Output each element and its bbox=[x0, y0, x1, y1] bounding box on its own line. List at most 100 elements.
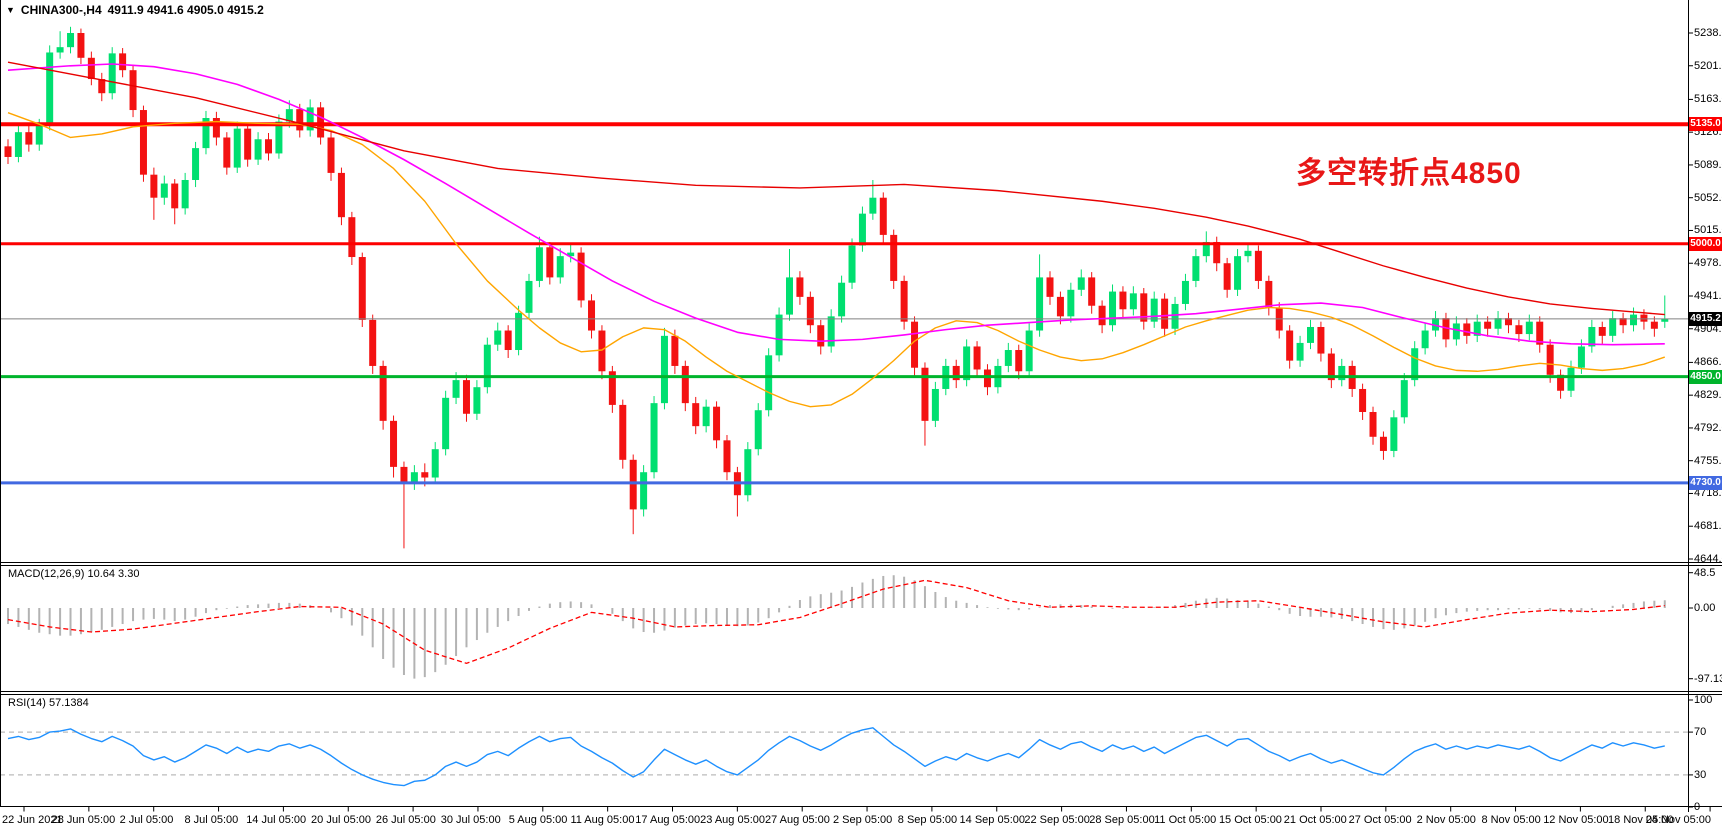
candle-body bbox=[577, 252, 585, 301]
candle-body bbox=[1213, 241, 1221, 264]
candle-body bbox=[931, 388, 939, 421]
candle-body bbox=[1640, 314, 1648, 322]
ma-line-magenta bbox=[7, 63, 1665, 346]
candle-body bbox=[1244, 250, 1252, 257]
time-label-8-Sep-05-00[interactable]: 8 Sep 05:00 bbox=[897, 814, 958, 826]
price-flag-5000.0[interactable]: 5000.0 bbox=[1689, 236, 1722, 251]
time-label-11-Oct-05-00[interactable]: 11 Oct 05:00 bbox=[1154, 814, 1217, 826]
candle-body bbox=[285, 109, 293, 122]
candle-body bbox=[963, 346, 971, 381]
candle-body bbox=[598, 330, 606, 372]
candle-body bbox=[410, 472, 418, 483]
candle-body bbox=[1473, 321, 1481, 336]
candle-body bbox=[129, 70, 137, 111]
candle-body bbox=[879, 197, 887, 235]
candle-body bbox=[1338, 365, 1346, 381]
macd-signal-line bbox=[7, 579, 1665, 665]
rsi-tick-label-70: 70 bbox=[1694, 726, 1707, 739]
candle-body bbox=[619, 404, 627, 460]
candle-body bbox=[1484, 321, 1492, 329]
time-label-15-Oct-05-00[interactable]: 15 Oct 05:00 bbox=[1218, 814, 1282, 826]
time-label-11-Aug-05-00[interactable]: 11 Aug 05:00 bbox=[570, 814, 635, 826]
candle-body bbox=[1630, 314, 1638, 326]
candle-body bbox=[1025, 330, 1033, 372]
time-label-18-Nov-05-00[interactable]: 18 Nov 05:00 bbox=[1608, 814, 1674, 826]
candle-body bbox=[1494, 318, 1502, 329]
time-label-12-Nov-05-00[interactable]: 12 Nov 05:00 bbox=[1543, 814, 1609, 826]
time-label-14-Jul-05-00[interactable]: 14 Jul 05:00 bbox=[246, 814, 307, 826]
time-label-22-Jun-2021[interactable]: 22 Jun 2021 bbox=[2, 814, 63, 826]
candle-body bbox=[650, 403, 658, 473]
candle-body bbox=[160, 183, 168, 198]
candle-body bbox=[546, 247, 554, 278]
candle-body bbox=[640, 472, 648, 510]
candle-body bbox=[1150, 298, 1158, 322]
time-label-17-Aug-05-00[interactable]: 17 Aug 05:00 bbox=[635, 814, 701, 826]
time-label-28-Sep-05-00[interactable]: 28 Sep 05:00 bbox=[1089, 814, 1155, 826]
price-tick-label-5015.0: 5015.0 bbox=[1694, 224, 1722, 237]
candle-body bbox=[754, 410, 762, 450]
candle-body bbox=[1400, 380, 1408, 418]
candle-body bbox=[483, 344, 491, 388]
time-label-27-Aug-05-00[interactable]: 27 Aug 05:00 bbox=[765, 814, 830, 826]
price-flag-4915.2[interactable]: 4915.2 bbox=[1689, 311, 1722, 326]
time-label-5-Aug-05-00[interactable]: 5 Aug 05:00 bbox=[508, 814, 568, 826]
candle-body bbox=[25, 132, 33, 145]
candle-body bbox=[1296, 342, 1304, 361]
candle-body bbox=[223, 137, 231, 168]
candle-body bbox=[681, 365, 689, 404]
price-flag-5135.0[interactable]: 5135.0 bbox=[1689, 117, 1722, 132]
candle-body bbox=[1056, 296, 1064, 317]
price-tick-label-5089.0: 5089.0 bbox=[1694, 158, 1722, 171]
time-label-20-Jul-05-00[interactable]: 20 Jul 05:00 bbox=[311, 814, 371, 826]
time-label-2-Jul-05-00[interactable]: 2 Jul 05:00 bbox=[119, 814, 174, 826]
candle-body bbox=[369, 319, 377, 366]
candle-body bbox=[702, 406, 710, 427]
candle-body bbox=[1265, 280, 1273, 308]
macd-panel-label: MACD(12,26,9) 10.64 3.30 bbox=[8, 568, 140, 580]
candle-body bbox=[400, 466, 408, 483]
candle-body bbox=[1004, 350, 1012, 366]
time-label-22-Sep-05-00[interactable]: 22 Sep 05:00 bbox=[1024, 814, 1090, 826]
time-label-23-Aug-05-00[interactable]: 23 Aug 05:00 bbox=[700, 814, 765, 826]
candle-body bbox=[1067, 289, 1075, 317]
time-label-30-Jul-05-00[interactable]: 30 Jul 05:00 bbox=[440, 814, 501, 826]
candle-body bbox=[515, 312, 523, 351]
time-label-8-Jul-05-00[interactable]: 8 Jul 05:00 bbox=[184, 814, 239, 826]
candle-body bbox=[1432, 318, 1440, 331]
candle-body bbox=[567, 252, 575, 257]
candle-body bbox=[1442, 318, 1450, 340]
candle-body bbox=[1181, 280, 1189, 304]
time-label-8-Nov-05-00[interactable]: 8 Nov 05:00 bbox=[1481, 814, 1541, 826]
candle-body bbox=[306, 107, 314, 131]
candle-body bbox=[442, 397, 450, 450]
candle-body bbox=[358, 257, 366, 320]
price-flag-4850.0[interactable]: 4850.0 bbox=[1689, 369, 1722, 384]
candle-body bbox=[98, 79, 106, 94]
candle-body bbox=[556, 256, 564, 278]
price-flag-4730.0[interactable]: 4730.0 bbox=[1689, 475, 1722, 490]
candle-body bbox=[588, 300, 596, 331]
candle-body bbox=[608, 371, 616, 405]
candle-body bbox=[660, 335, 668, 404]
time-label-27-Oct-05-00[interactable]: 27 Oct 05:00 bbox=[1348, 814, 1412, 826]
candle-body bbox=[525, 280, 533, 313]
time-label-14-Sep-05-00[interactable]: 14 Sep 05:00 bbox=[959, 814, 1025, 826]
time-label-26-Jul-05-00[interactable]: 26 Jul 05:00 bbox=[375, 814, 436, 826]
candle-body bbox=[1327, 353, 1335, 381]
symbol-dropdown-icon[interactable]: ▼ bbox=[6, 5, 15, 15]
price-tick-label-4941.0: 4941.0 bbox=[1694, 289, 1722, 302]
time-label-28-Jun-05-00[interactable]: 28 Jun 05:00 bbox=[51, 814, 116, 826]
candle-body bbox=[1140, 293, 1148, 322]
time-label-21-Oct-05-00[interactable]: 21 Oct 05:00 bbox=[1283, 814, 1347, 826]
candle-body bbox=[4, 146, 12, 157]
time-label-2-Nov-05-00[interactable]: 2 Nov 05:00 bbox=[1416, 814, 1476, 826]
candle-body bbox=[327, 137, 335, 173]
candle-body bbox=[1588, 326, 1596, 347]
time-label-24-Nov-05-00[interactable]: 24 Nov 05:00 bbox=[1645, 814, 1712, 826]
candle-body bbox=[233, 128, 241, 168]
candle-body bbox=[1317, 326, 1325, 354]
time-label-2-Sep-05-00[interactable]: 2 Sep 05:00 bbox=[832, 814, 893, 826]
price-tick-label-4755.0: 4755.0 bbox=[1694, 454, 1722, 467]
